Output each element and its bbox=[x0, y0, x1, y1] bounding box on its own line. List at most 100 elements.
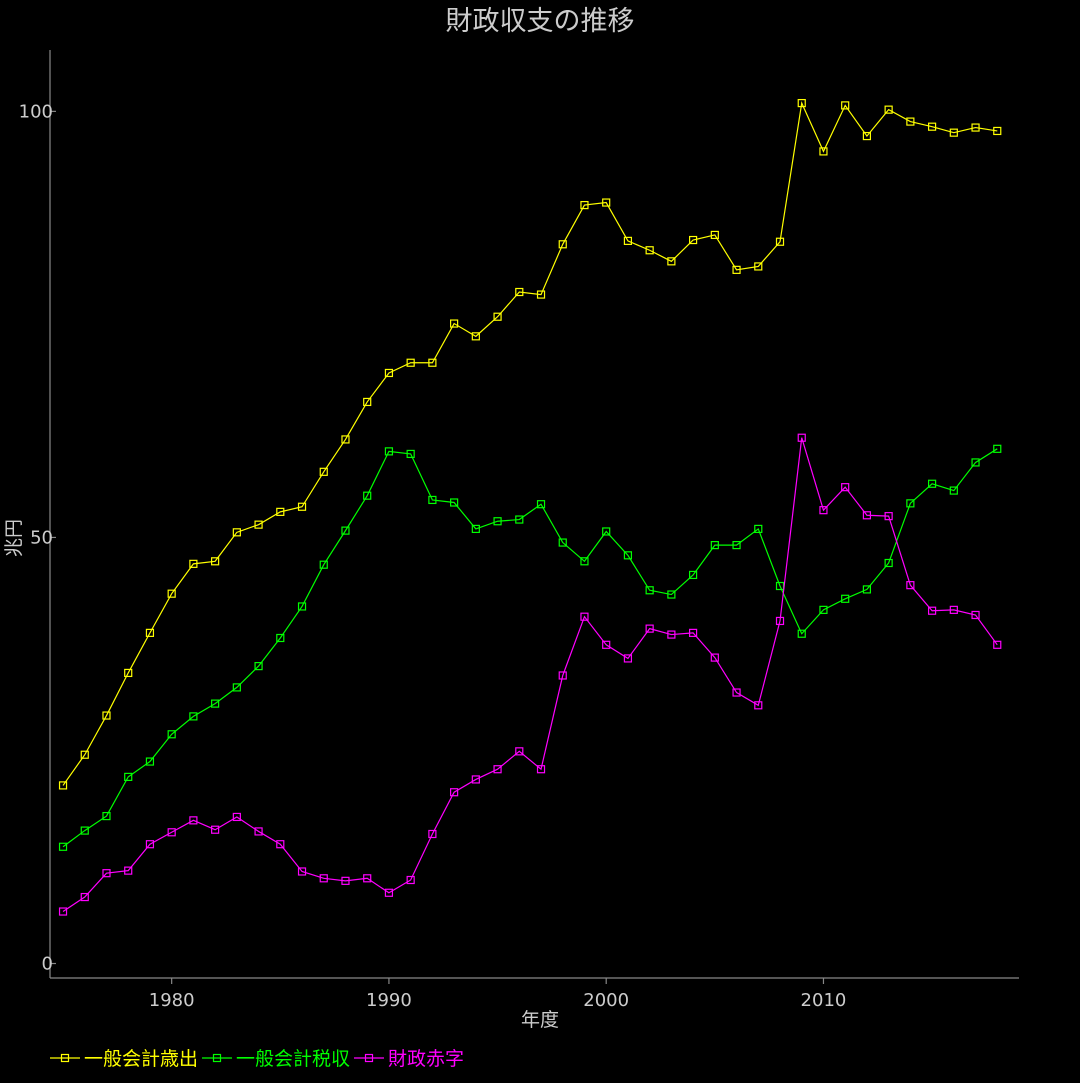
data-point bbox=[406, 875, 415, 885]
data-point bbox=[602, 640, 611, 649]
data-point bbox=[58, 842, 68, 851]
data-point bbox=[819, 506, 828, 515]
chart-title: 財政収支の推移 bbox=[446, 6, 635, 37]
x-tick-label: 2000 bbox=[583, 990, 629, 1011]
data-point bbox=[623, 236, 633, 245]
data-point bbox=[645, 624, 654, 633]
data-point bbox=[211, 825, 220, 834]
data-point bbox=[297, 502, 307, 511]
data-point bbox=[515, 515, 524, 524]
data-point bbox=[580, 200, 589, 210]
data-point bbox=[819, 605, 828, 614]
data-point bbox=[471, 524, 480, 534]
series-3 bbox=[58, 433, 1002, 916]
data-point bbox=[862, 131, 872, 141]
data-point bbox=[841, 594, 850, 603]
y-tick-label: 0 bbox=[42, 954, 53, 975]
data-point bbox=[667, 257, 676, 266]
data-point bbox=[471, 775, 480, 784]
y-ticks-group: 0 50 100 bbox=[19, 101, 56, 975]
data-point bbox=[688, 570, 698, 580]
data-point bbox=[493, 517, 502, 526]
data-point bbox=[906, 499, 915, 508]
data-point bbox=[80, 826, 89, 835]
data-point bbox=[232, 528, 241, 537]
data-point bbox=[319, 467, 328, 476]
data-point bbox=[363, 874, 372, 883]
legend-marker bbox=[212, 1053, 222, 1063]
data-point bbox=[276, 840, 285, 849]
data-point bbox=[384, 447, 394, 456]
data-point bbox=[102, 811, 111, 821]
data-point bbox=[884, 512, 893, 521]
data-point bbox=[971, 610, 980, 620]
data-point bbox=[58, 907, 68, 916]
data-point bbox=[732, 688, 741, 697]
data-point bbox=[927, 122, 937, 131]
data-point bbox=[797, 433, 806, 442]
legend: 一般会計歳出 一般会計税収 財政赤字 bbox=[50, 1048, 464, 1070]
data-point bbox=[276, 507, 285, 516]
legend-label: 一般会計歳出 bbox=[84, 1048, 198, 1070]
data-point bbox=[145, 757, 155, 766]
data-point bbox=[906, 581, 915, 590]
data-point bbox=[232, 683, 241, 692]
data-point bbox=[189, 559, 198, 568]
data-point bbox=[124, 866, 133, 875]
data-point bbox=[862, 585, 872, 594]
data-point bbox=[428, 829, 437, 839]
data-point bbox=[363, 397, 372, 407]
data-point bbox=[754, 524, 763, 534]
data-point bbox=[775, 237, 785, 246]
data-point bbox=[341, 435, 350, 444]
data-point bbox=[406, 358, 415, 367]
data-point bbox=[167, 589, 176, 598]
data-point bbox=[949, 605, 958, 614]
data-point bbox=[645, 246, 654, 255]
x-tick-label: 2010 bbox=[801, 990, 847, 1011]
data-point bbox=[450, 788, 459, 797]
data-point bbox=[536, 765, 546, 774]
data-point bbox=[797, 98, 806, 108]
data-point bbox=[254, 827, 263, 836]
data-point bbox=[515, 287, 524, 297]
data-point bbox=[254, 662, 263, 671]
data-point bbox=[710, 230, 719, 240]
data-point bbox=[927, 479, 937, 488]
data-point bbox=[58, 781, 68, 790]
data-point bbox=[558, 240, 567, 249]
legend-label: 一般会計税収 bbox=[236, 1048, 350, 1070]
data-point bbox=[971, 458, 980, 467]
data-point bbox=[775, 581, 785, 591]
data-point bbox=[797, 629, 806, 638]
legend-marker bbox=[364, 1053, 374, 1063]
data-point bbox=[167, 828, 176, 837]
data-point bbox=[254, 520, 263, 529]
data-point bbox=[754, 262, 763, 271]
data-point bbox=[949, 486, 958, 495]
data-point bbox=[732, 540, 741, 550]
data-point bbox=[688, 235, 698, 245]
data-point bbox=[428, 358, 437, 367]
data-point bbox=[493, 312, 502, 321]
data-point bbox=[428, 495, 437, 505]
data-point bbox=[450, 498, 459, 507]
y-tick-label: 50 bbox=[30, 527, 53, 548]
data-point bbox=[80, 750, 89, 759]
series-1 bbox=[58, 98, 1002, 790]
data-point bbox=[493, 765, 502, 774]
x-ticks-group: 1980 1990 2000 2010 bbox=[149, 978, 847, 1011]
legend-marker bbox=[60, 1053, 70, 1063]
data-point bbox=[710, 540, 719, 550]
data-point bbox=[580, 557, 589, 566]
data-point bbox=[558, 671, 567, 680]
data-point bbox=[145, 628, 155, 637]
data-point bbox=[471, 332, 480, 341]
data-point bbox=[102, 711, 111, 720]
data-point bbox=[145, 840, 155, 849]
data-point bbox=[819, 147, 828, 156]
data-point bbox=[189, 816, 198, 825]
data-point bbox=[297, 602, 307, 611]
